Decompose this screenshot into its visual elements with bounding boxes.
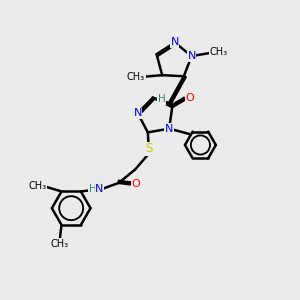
- Text: N: N: [188, 51, 196, 61]
- Text: O: O: [132, 179, 140, 189]
- Text: H: H: [89, 184, 97, 194]
- Text: S: S: [145, 142, 152, 155]
- Text: N: N: [95, 184, 103, 194]
- Text: CH₃: CH₃: [29, 181, 47, 191]
- Text: N: N: [134, 108, 142, 118]
- Text: CH₃: CH₃: [51, 239, 69, 249]
- Text: CH₃: CH₃: [127, 72, 145, 82]
- Text: N: N: [171, 38, 179, 47]
- Text: N: N: [165, 124, 173, 134]
- Text: O: O: [186, 93, 194, 103]
- Text: CH₃: CH₃: [210, 47, 228, 58]
- Text: H: H: [158, 94, 165, 104]
